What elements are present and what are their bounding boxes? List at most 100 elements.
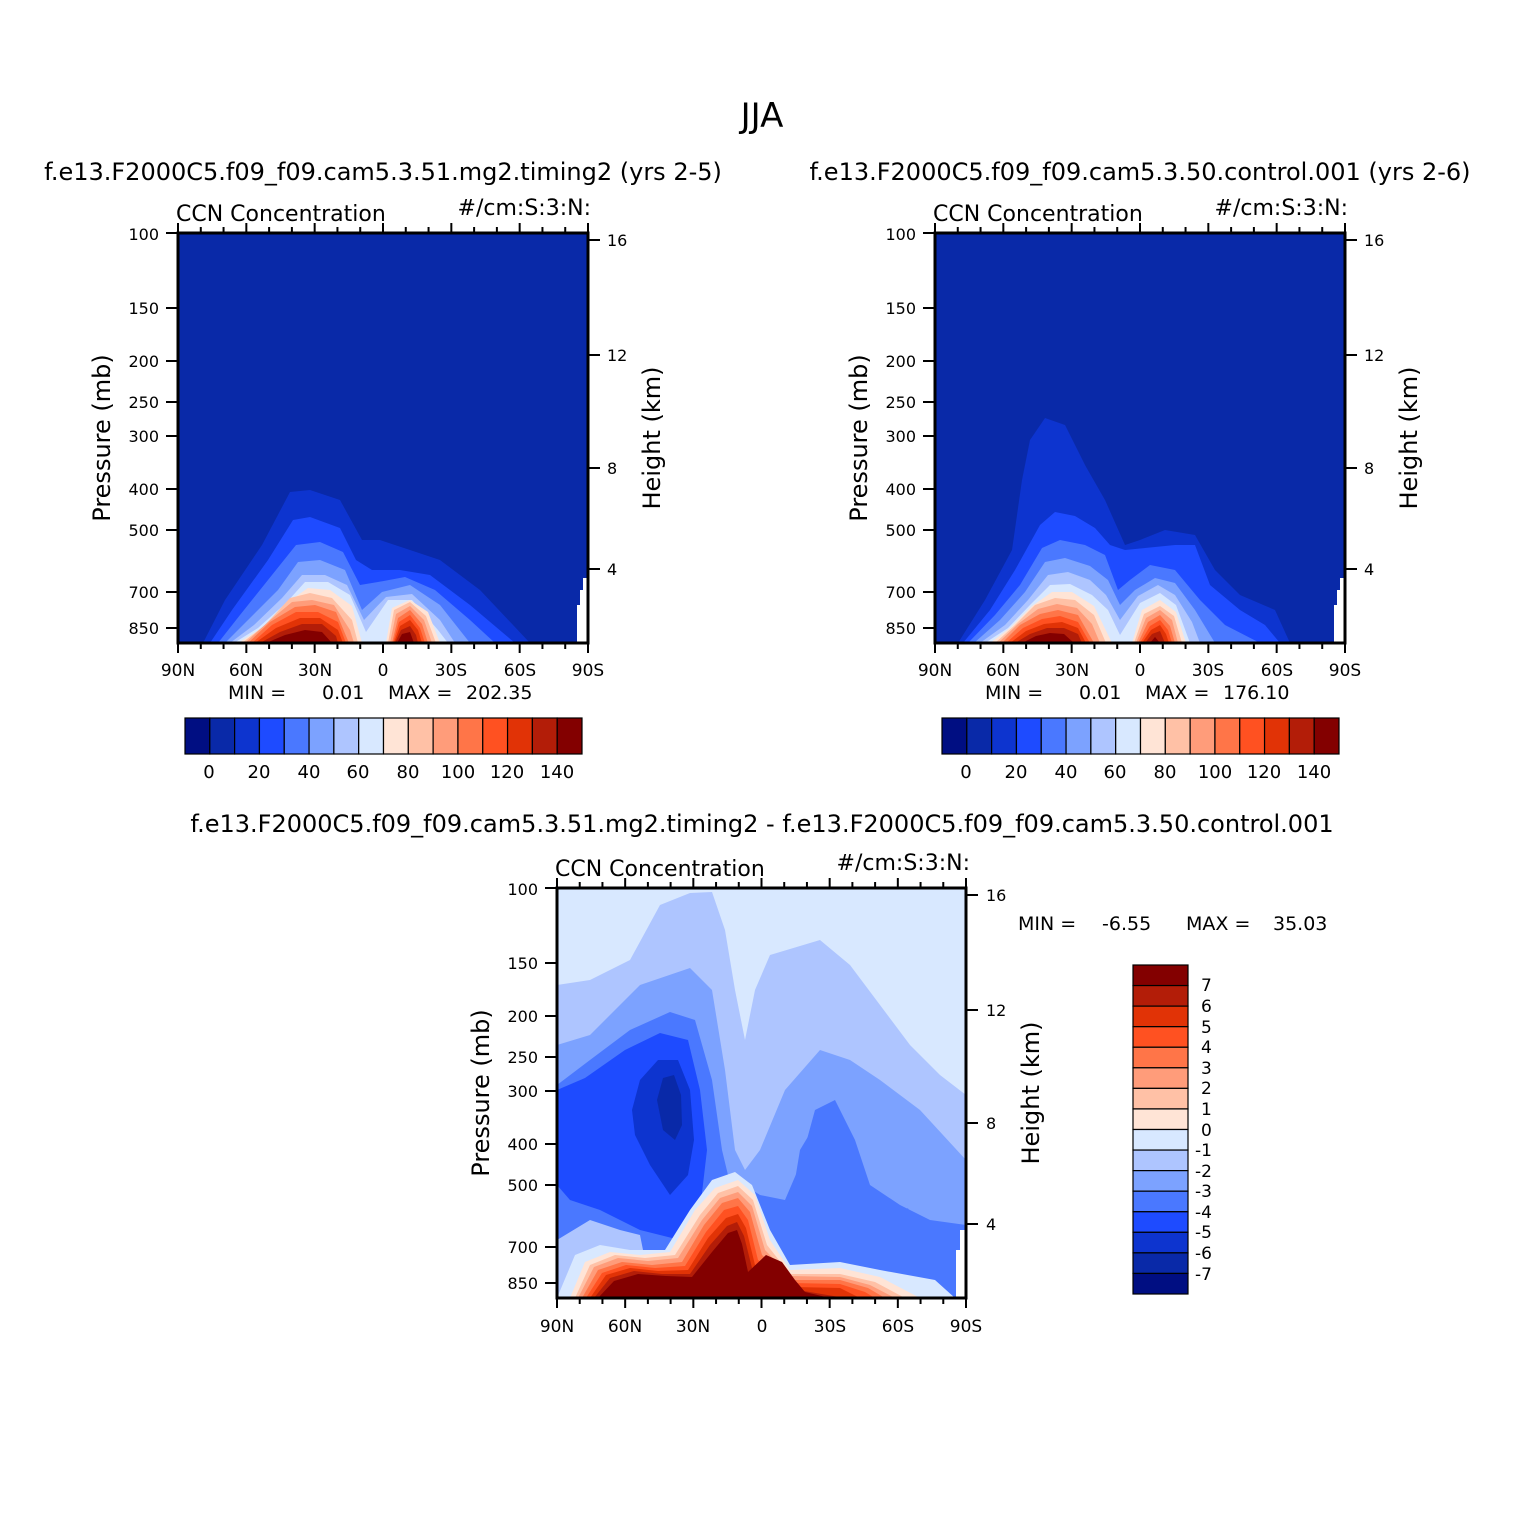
panel-a-xtick-60n: 60N	[229, 661, 263, 681]
colorbar-box	[1132, 964, 1189, 987]
panel-b-ytick-150: 150	[885, 299, 916, 318]
panel-diff-cbar-label-0: 0	[1201, 1121, 1212, 1141]
panel-diff-cbar-label-neg2: -2	[1195, 1162, 1212, 1182]
panel-b-xtick-30s: 30S	[1192, 661, 1224, 681]
panel-b-plot-area	[935, 233, 1345, 643]
colorbar-box	[531, 717, 558, 755]
panel-b-x-axis: 90N 60N 30N 0 30S 60S 90S	[918, 223, 1361, 681]
panel-diff-xtick-60s: 60S	[882, 1317, 914, 1337]
panel-a-cbar-label-0: 0	[203, 762, 214, 783]
colorbar-box	[1132, 1252, 1189, 1275]
colorbar-box	[1132, 1272, 1189, 1295]
panel-diff-subtitle-left: CCN Concentration	[555, 857, 765, 882]
panel-diff-missing-data	[956, 1230, 966, 1298]
panel-a-ytick-right-16: 16	[607, 231, 627, 250]
panel-a-xtick-90s: 90S	[572, 661, 604, 681]
colorbar-box	[1164, 717, 1191, 755]
colorbar-box	[1132, 1149, 1189, 1172]
panel-a-ytick-right-8: 8	[607, 459, 617, 478]
panel-diff-cbar-label-2: 2	[1201, 1079, 1212, 1099]
panel-diff-colorbar	[1132, 964, 1189, 1295]
panel-b-colorbar-labels: 0 20 40 60 80 100 120 140	[960, 762, 1331, 783]
panel-a-cbar-label-120: 120	[490, 762, 524, 783]
panel-a-min-value: 0.01	[322, 682, 364, 704]
panel-diff-ytick-250: 250	[507, 1048, 538, 1067]
colorbar-box	[308, 717, 335, 755]
panel-b-cbar-label-40: 40	[1055, 762, 1078, 783]
panel-b-cbar-label-100: 100	[1198, 762, 1232, 783]
panel-a-subtitle-right: #/cm:S:3:N:	[458, 196, 591, 221]
panel-diff-xtick-0: 0	[757, 1317, 768, 1337]
panel-diff-cbar-label-6: 6	[1201, 997, 1212, 1017]
panel-b-case-title: f.e13.F2000C5.f09_f09.cam5.3.50.control.…	[809, 158, 1470, 186]
panel-diff-min-value: -6.55	[1102, 913, 1151, 935]
panel-b-missing-data	[1334, 578, 1345, 643]
colorbar-box	[1139, 717, 1166, 755]
panel-diff-subtitle-right: #/cm:S:3:N:	[837, 851, 970, 876]
panel-diff-xtick-30n: 30N	[676, 1317, 710, 1337]
panel-diff-cbar-label-neg7: -7	[1195, 1265, 1212, 1285]
colorbar-box	[358, 717, 385, 755]
panel-b-ytick-100: 100	[885, 225, 916, 244]
panel-a-x-axis: 90N 60N 30N 0 30S 60S 90S	[161, 223, 604, 681]
panel-a-ytick-850: 850	[128, 619, 159, 638]
panel-diff-max-label: MAX =	[1186, 913, 1250, 935]
colorbar-box	[1263, 717, 1290, 755]
colorbar-box	[1132, 1190, 1189, 1213]
panel-a-xtick-30n: 30N	[298, 661, 332, 681]
panel-a-ytick-150: 150	[128, 299, 159, 318]
colorbar-box	[1313, 717, 1340, 755]
colorbar-box	[1189, 717, 1216, 755]
panel-b-cbar-label-120: 120	[1247, 762, 1281, 783]
panel-b-max-value: 176.10	[1223, 682, 1289, 704]
panel-a-ylabel: Pressure (mb)	[88, 354, 116, 521]
colorbar-box	[432, 717, 459, 755]
panel-diff-ytick-700: 700	[507, 1238, 538, 1257]
panel-a-cbar-label-20: 20	[248, 762, 271, 783]
colorbar-box	[1065, 717, 1092, 755]
colorbar-box	[1132, 1067, 1189, 1089]
panel-b-cbar-label-80: 80	[1154, 762, 1177, 783]
colorbar-box	[333, 717, 360, 755]
panel-b-ytick-500: 500	[885, 521, 916, 540]
panel-b: 90N 60N 30N 0 30S 60S 90S 100 150 200 25…	[845, 196, 1423, 783]
panel-a-missing-data	[577, 578, 588, 643]
colorbar-box	[1115, 717, 1142, 755]
panel-diff-min-label: MIN =	[1018, 913, 1076, 935]
colorbar-box	[482, 717, 509, 755]
panel-diff-xtick-90s: 90S	[950, 1317, 982, 1337]
panel-diff-x-axis: 90N 60N 30N 0 30S 60S 90S	[540, 878, 982, 1337]
panel-diff-plot-area	[557, 888, 966, 1298]
panel-diff-y-axis: 100 150 200 250 300 400 500 700 850	[507, 880, 557, 1293]
colorbar-box	[1239, 717, 1266, 755]
panel-b-ytick-200: 200	[885, 352, 916, 371]
panel-a-xtick-90n: 90N	[161, 661, 195, 681]
panel-b-ytick-right-16: 16	[1364, 231, 1384, 250]
panel-diff-contours	[557, 892, 966, 1298]
panel-a-xtick-0: 0	[378, 661, 389, 681]
panel-a-cbar-label-40: 40	[298, 762, 321, 783]
colorbar-box	[1132, 1087, 1189, 1110]
panel-diff-ytick-200: 200	[507, 1007, 538, 1026]
panel-diff-colorbar-labels: 7 6 5 4 3 2 1 0 -1 -2 -3 -4 -5 -6 -7	[1195, 976, 1212, 1285]
panel-diff-cbar-label-5: 5	[1201, 1018, 1212, 1038]
panel-b-cbar-label-140: 140	[1297, 762, 1331, 783]
panel-a-right-axis: 16 12 8 4	[588, 231, 627, 579]
panel-b-xtick-60n: 60N	[986, 661, 1020, 681]
panel-diff-max-value: 35.03	[1273, 913, 1327, 935]
panel-diff-cbar-label-neg4: -4	[1195, 1203, 1212, 1223]
panel-b-subtitle-right: #/cm:S:3:N:	[1215, 196, 1348, 221]
panel-diff-ytick-150: 150	[507, 954, 538, 973]
panel-diff-ylabel-right: Height (km)	[1017, 1022, 1045, 1165]
panel-diff-cbar-label-3: 3	[1201, 1059, 1212, 1079]
panel-b-ytick-400: 400	[885, 480, 916, 499]
colorbar-box	[1040, 717, 1067, 755]
panel-a-case-title: f.e13.F2000C5.f09_f09.cam5.3.51.mg2.timi…	[44, 158, 722, 186]
panel-diff-cbar-label-neg3: -3	[1195, 1182, 1212, 1202]
panel-a: 90N 60N 30N 0 30S 60S 90S 100 150 200 25…	[88, 196, 666, 783]
panel-a-ytick-700: 700	[128, 583, 159, 602]
panel-diff-ytick-right-4: 4	[986, 1215, 996, 1234]
panel-b-xtick-0: 0	[1135, 661, 1146, 681]
panel-diff-ytick-400: 400	[507, 1135, 538, 1154]
panel-diff-ylabel: Pressure (mb)	[467, 1009, 495, 1176]
